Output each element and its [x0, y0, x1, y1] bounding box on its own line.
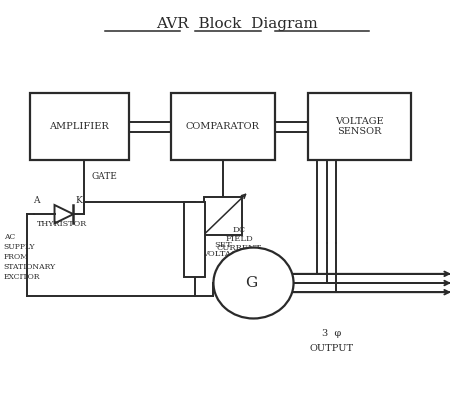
Text: GATE: GATE: [91, 172, 117, 181]
Text: VOLTAGE
SENSOR: VOLTAGE SENSOR: [335, 117, 384, 136]
Bar: [204, 197, 242, 235]
Circle shape: [213, 247, 293, 318]
Text: G: G: [245, 276, 257, 290]
Bar: [171, 93, 275, 160]
Bar: [308, 93, 411, 160]
Text: AVR  Block  Diagram: AVR Block Diagram: [156, 17, 318, 32]
Text: AC
SUPPLY
FROM
STATIONARY
EXCITOR: AC SUPPLY FROM STATIONARY EXCITOR: [4, 233, 56, 281]
Text: DC
FIELD
CURRENT: DC FIELD CURRENT: [217, 226, 262, 252]
Text: OUTPUT: OUTPUT: [309, 344, 353, 352]
Bar: [30, 93, 128, 160]
Text: COMPARATOR: COMPARATOR: [186, 122, 260, 131]
Text: AMPLIFIER: AMPLIFIER: [49, 122, 109, 131]
Bar: [184, 202, 205, 277]
Text: K: K: [75, 196, 82, 205]
Text: A: A: [34, 196, 40, 205]
Text: SET
VOLTAGE: SET VOLTAGE: [202, 241, 244, 258]
Text: THYRISTOR: THYRISTOR: [36, 220, 87, 228]
Text: 3  φ: 3 φ: [322, 329, 341, 338]
